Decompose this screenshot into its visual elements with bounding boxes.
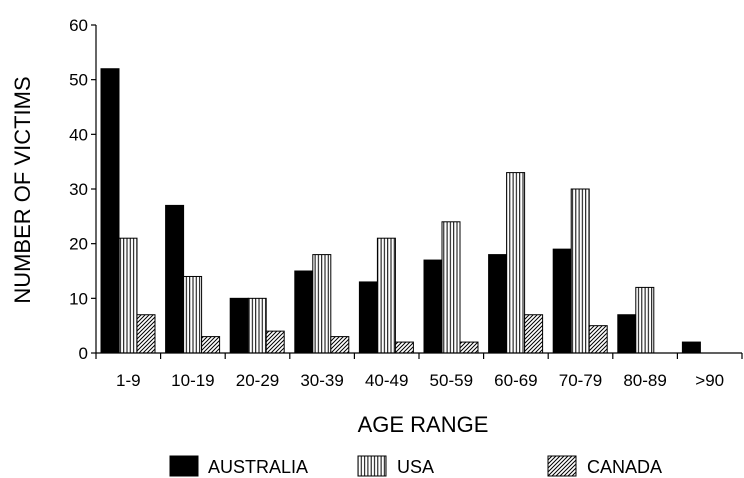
bar-australia-20-29: [229, 297, 249, 354]
bar-australia-10-19: [165, 204, 185, 354]
legend-label-australia: AUSTRALIA: [208, 457, 308, 477]
bar-usa-80-89: [635, 286, 655, 354]
axis-labels-group: NUMBER OF VICTIMS AGE RANGE: [10, 76, 488, 437]
x-tick-label: 80-89: [623, 371, 666, 390]
legend-label-canada: CANADA: [587, 457, 662, 477]
x-tick-label: 10-19: [171, 371, 214, 390]
bar-canada-60-69: [524, 314, 544, 354]
x-axis-title: AGE RANGE: [358, 412, 489, 437]
x-tick-label: 70-79: [559, 371, 602, 390]
bar-usa-30-39: [312, 254, 332, 354]
x-tick-label: 60-69: [494, 371, 537, 390]
bar-australia-60-69: [488, 254, 508, 354]
bar-usa-20-29: [247, 297, 267, 354]
x-tick-label: 40-49: [365, 371, 408, 390]
bar-canada-70-79: [588, 325, 608, 354]
y-tick-label: 40: [69, 125, 88, 144]
legend: AUSTRALIA USA CANADA: [169, 455, 662, 477]
legend-swatch-canada: [547, 455, 577, 477]
bar-australia->90: [681, 341, 701, 354]
x-tick-label: >90: [695, 371, 724, 390]
y-tick-label: 30: [69, 180, 88, 199]
bar-canada-30-39: [330, 336, 350, 354]
bars-group: [100, 68, 701, 354]
bar-australia-1-9: [100, 68, 120, 354]
bar-canada-40-49: [394, 341, 414, 354]
legend-swatch-australia: [169, 455, 199, 477]
y-tick-label: 10: [69, 289, 88, 308]
bar-usa-60-69: [506, 172, 526, 354]
bar-canada-10-19: [201, 336, 221, 354]
legend-label-usa: USA: [397, 457, 434, 477]
y-tick-label: 60: [69, 16, 88, 35]
x-tick-label: 1-9: [116, 371, 141, 390]
bar-australia-30-39: [294, 270, 314, 354]
bar-usa-1-9: [118, 237, 138, 354]
bar-australia-40-49: [358, 281, 378, 354]
bar-australia-50-59: [423, 259, 443, 354]
bar-usa-50-59: [441, 221, 461, 354]
y-tick-label: 50: [69, 71, 88, 90]
x-tick-label: 20-29: [236, 371, 279, 390]
x-tick-label: 30-39: [300, 371, 343, 390]
y-tick-label: 20: [69, 235, 88, 254]
x-tick-label: 50-59: [430, 371, 473, 390]
bar-usa-10-19: [183, 275, 203, 354]
legend-swatch-usa: [357, 455, 387, 477]
bar-australia-80-89: [617, 314, 637, 354]
y-axis-title: NUMBER OF VICTIMS: [10, 76, 35, 303]
bar-canada-1-9: [136, 314, 156, 354]
y-tick-label: 0: [79, 344, 88, 363]
bar-canada-50-59: [459, 341, 479, 354]
axes-group: 0 10 20 30 40 50 60 1-9 10-19 20-29 30-39 40-49 50-5…: [69, 16, 743, 390]
bar-australia-70-79: [552, 248, 572, 354]
bar-canada-20-29: [265, 330, 285, 354]
bar-usa-40-49: [376, 237, 396, 354]
bar-usa-70-79: [570, 188, 590, 354]
